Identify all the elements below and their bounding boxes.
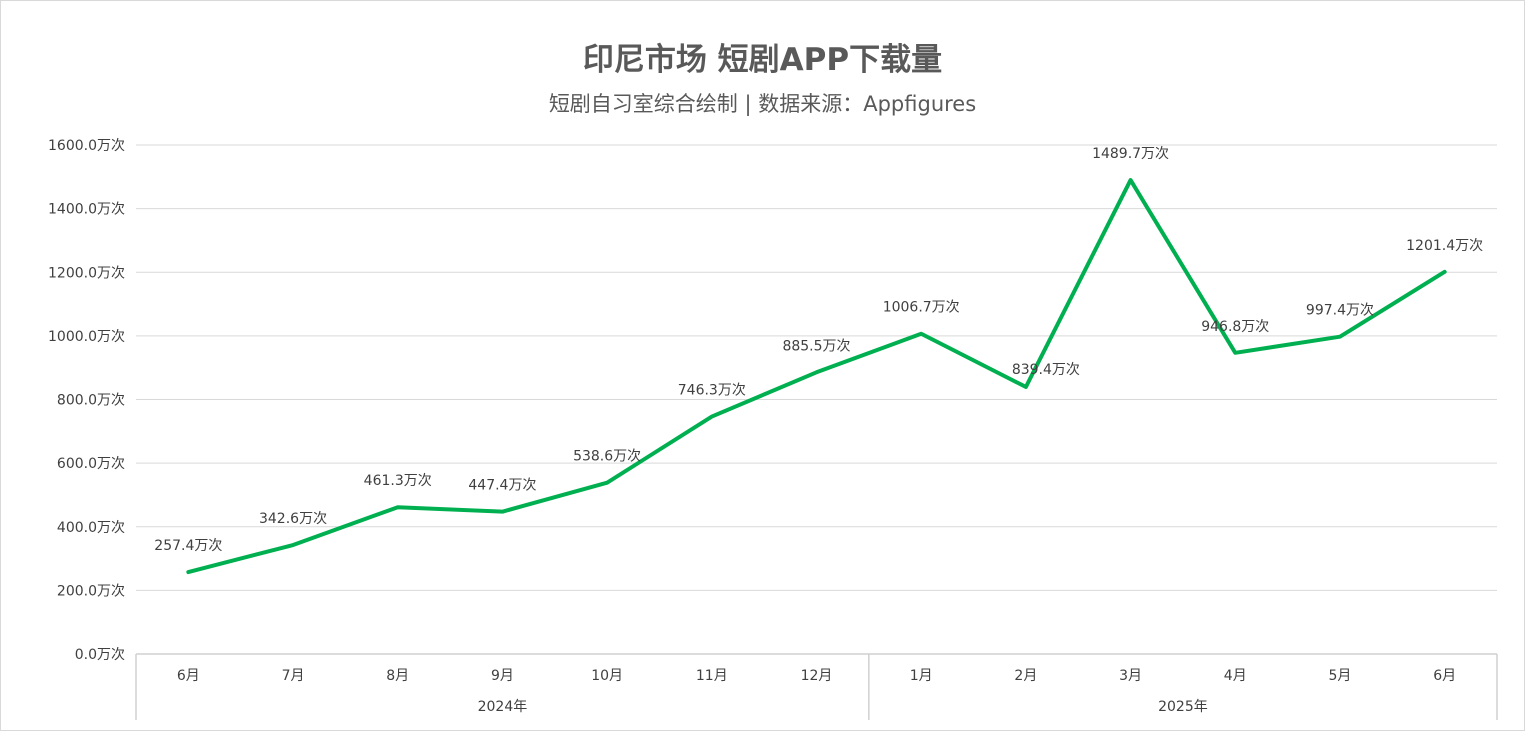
y-tick-label: 1400.0万次 — [48, 202, 125, 218]
data-label: 257.4万次 — [154, 538, 222, 554]
x-tick-label: 5月 — [1329, 668, 1352, 684]
data-label: 1006.7万次 — [883, 300, 960, 316]
x-group-label: 2025年 — [1158, 699, 1208, 715]
y-tick-label: 200.0万次 — [57, 583, 125, 599]
y-tick-label: 0.0万次 — [75, 647, 125, 663]
data-label: 342.6万次 — [259, 511, 327, 527]
x-tick-label: 11月 — [696, 668, 728, 684]
data-label: 447.4万次 — [468, 478, 536, 494]
data-label: 885.5万次 — [782, 338, 850, 354]
y-tick-label: 1000.0万次 — [48, 329, 125, 345]
x-tick-label: 3月 — [1119, 668, 1142, 684]
y-tick-label: 800.0万次 — [57, 393, 125, 409]
x-tick-label: 8月 — [386, 668, 409, 684]
data-label: 946.8万次 — [1201, 319, 1269, 335]
x-tick-label: 6月 — [1433, 668, 1456, 684]
y-tick-label: 1200.0万次 — [48, 265, 125, 281]
y-tick-label: 600.0万次 — [57, 456, 125, 472]
data-label: 746.3万次 — [678, 383, 746, 399]
x-tick-label: 6月 — [177, 668, 200, 684]
y-tick-label: 400.0万次 — [57, 520, 125, 536]
data-label: 461.3万次 — [364, 473, 432, 489]
x-tick-label: 7月 — [282, 668, 305, 684]
x-tick-label: 1月 — [910, 668, 933, 684]
x-tick-label: 10月 — [591, 668, 623, 684]
data-label: 839.4万次 — [1012, 362, 1080, 378]
data-label: 538.6万次 — [573, 449, 641, 465]
y-tick-label: 1600.0万次 — [48, 138, 125, 154]
chart-title: 印尼市场 短剧APP下载量 — [582, 42, 943, 78]
x-tick-label: 9月 — [491, 668, 514, 684]
chart-subtitle: 短剧自习室综合绘制 | 数据来源：Appfigures — [548, 92, 977, 116]
series-line — [186, 178, 1447, 575]
x-group-label: 2024年 — [478, 699, 528, 715]
x-tick-label: 2月 — [1014, 668, 1037, 684]
x-tick-label: 12月 — [801, 668, 833, 684]
x-tick-label: 4月 — [1224, 668, 1247, 684]
data-label: 997.4万次 — [1306, 303, 1374, 319]
data-label: 1489.7万次 — [1092, 146, 1169, 162]
data-label: 1201.4万次 — [1406, 238, 1483, 254]
